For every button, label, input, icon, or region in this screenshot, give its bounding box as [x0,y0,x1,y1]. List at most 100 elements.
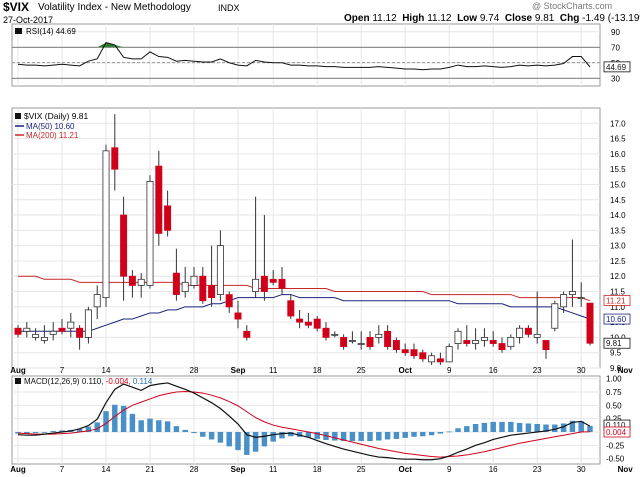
candle-body [287,300,295,317]
price-y-tick-label: 15.0 [610,180,626,189]
macd-histogram-bar [156,420,162,432]
ma200-badge: 11.21 [606,296,626,305]
close-label: Close [504,13,533,24]
candle-body [419,352,427,360]
chg-label: Chg [559,13,580,24]
macd-histogram-bar [534,424,540,432]
macd-histogram-bar [402,432,408,438]
rsi-value-badge-box [603,61,631,73]
price-y-tick-label: 13.5 [610,226,626,235]
candle-body [542,340,550,351]
macd-histogram-bar [490,421,496,432]
candle-body [428,355,436,363]
macd-histogram-bar [85,426,92,432]
candle-body [498,343,506,351]
macd-histogram-bar [420,432,426,437]
macd-x-tick-label: 9 [447,465,452,474]
close-badge: 9.81 [606,339,622,348]
macd-legend-prefix: MACD(12,26,9) [24,377,80,386]
open-value: 11.12 [372,13,397,24]
macd-line [17,382,591,461]
chg-value: -1.49 (-13.19%) [582,13,640,24]
macd-histogram-bar [76,428,83,432]
candle-body [252,278,260,292]
price-y-tick-label: 13.0 [610,242,626,251]
macd-y-tick-label: 1.00 [606,375,622,384]
macd-x-tick-label: 18 [313,465,322,474]
candle-body [190,275,198,286]
price-y-tick-label: 16.0 [610,150,626,159]
macd-histogram-bar [543,424,549,432]
macd-y-tick-label: 0.50 [606,401,622,410]
candle-body [40,337,48,341]
open-label: Open [344,13,370,24]
macd-histogram-bar [32,432,39,434]
price-y-tick-label: 17.0 [610,119,626,128]
price-y-tick-label: 11.0 [610,303,626,312]
candle-body [14,327,22,335]
price-y-tick-label: 12.0 [610,272,626,281]
price-y-tick-label: 14.5 [610,196,626,205]
macd-signal-badge-box [603,426,631,438]
price-y-tick-label: 11.5 [610,288,626,297]
high-label: High [402,13,425,24]
candle-body [436,358,444,363]
close-badge-box [603,337,631,349]
macd-histogram-bar [472,424,479,432]
macd-histogram-bar [552,424,558,432]
candle-body [304,321,312,326]
macd-x-tick-label: 23 [533,465,542,474]
macd-histogram-bar [59,430,65,432]
macd-histogram-bar [94,422,100,432]
candle-body [560,294,568,308]
symbol: $VIX [3,0,30,14]
macd-y-tick-label: -0.25 [606,441,625,450]
ohlc-summary: Open 11.12 High 11.12 Low 9.74 Close 9.8… [344,13,640,25]
macd-legend-macd: 0.110, [82,377,104,386]
macd-histogram-bar [499,421,505,432]
candle-body [577,297,585,300]
candle-body [384,330,392,347]
rsi-overbought-fill [114,44,124,48]
macd-histogram-bar [516,422,523,432]
price-x-tick-label: Oct [399,366,413,375]
candle-body [155,165,163,234]
macd-histogram-bar [129,413,136,432]
price-x-tick-label: Nov [618,366,634,375]
macd-histogram-bar [208,432,215,440]
candle-body [128,275,136,286]
macd-histogram-bar [367,432,373,442]
candle-body [111,147,119,170]
macd-histogram-bar [411,432,417,437]
price-x-tick-label: Sep [231,366,246,375]
rsi-panel-frame [11,23,601,87]
macd-histogram-bar [446,431,452,433]
price-x-tick-label: 14 [102,366,111,375]
candle-body [234,312,242,320]
macd-histogram-bar [384,432,391,440]
price-x-tick-label: 30 [577,366,586,375]
macd-histogram-bar [349,432,356,442]
rsi-value-badge: 44.69 [606,63,627,72]
price-x-tick-label: 16 [489,366,498,375]
macd-x-tick-label: Nov [618,465,634,474]
symbol-name: Volatility Index - New Methodology [38,2,191,13]
macd-histogram-bar [437,432,444,434]
macd-histogram-bar [464,426,470,432]
macd-histogram-bar [235,432,241,451]
price-x-tick-label: 21 [146,366,155,375]
macd-histogram-bar [340,432,347,442]
price-x-tick-label: 25 [357,366,366,375]
ma200-legend: MA(200) 11.21 [26,131,79,140]
candle-body [357,343,365,345]
macd-histogram-bar [455,428,461,432]
candle-body [216,245,224,295]
macd-histogram-bar [428,432,435,436]
candle-body [445,346,453,363]
candle-body [181,281,189,292]
candle-body [49,330,57,335]
macd-histogram-bar [270,432,276,442]
rsi-legend-swatch-icon [15,28,22,34]
macd-histogram-bar [41,432,48,433]
macd-histogram-bar [508,421,514,432]
